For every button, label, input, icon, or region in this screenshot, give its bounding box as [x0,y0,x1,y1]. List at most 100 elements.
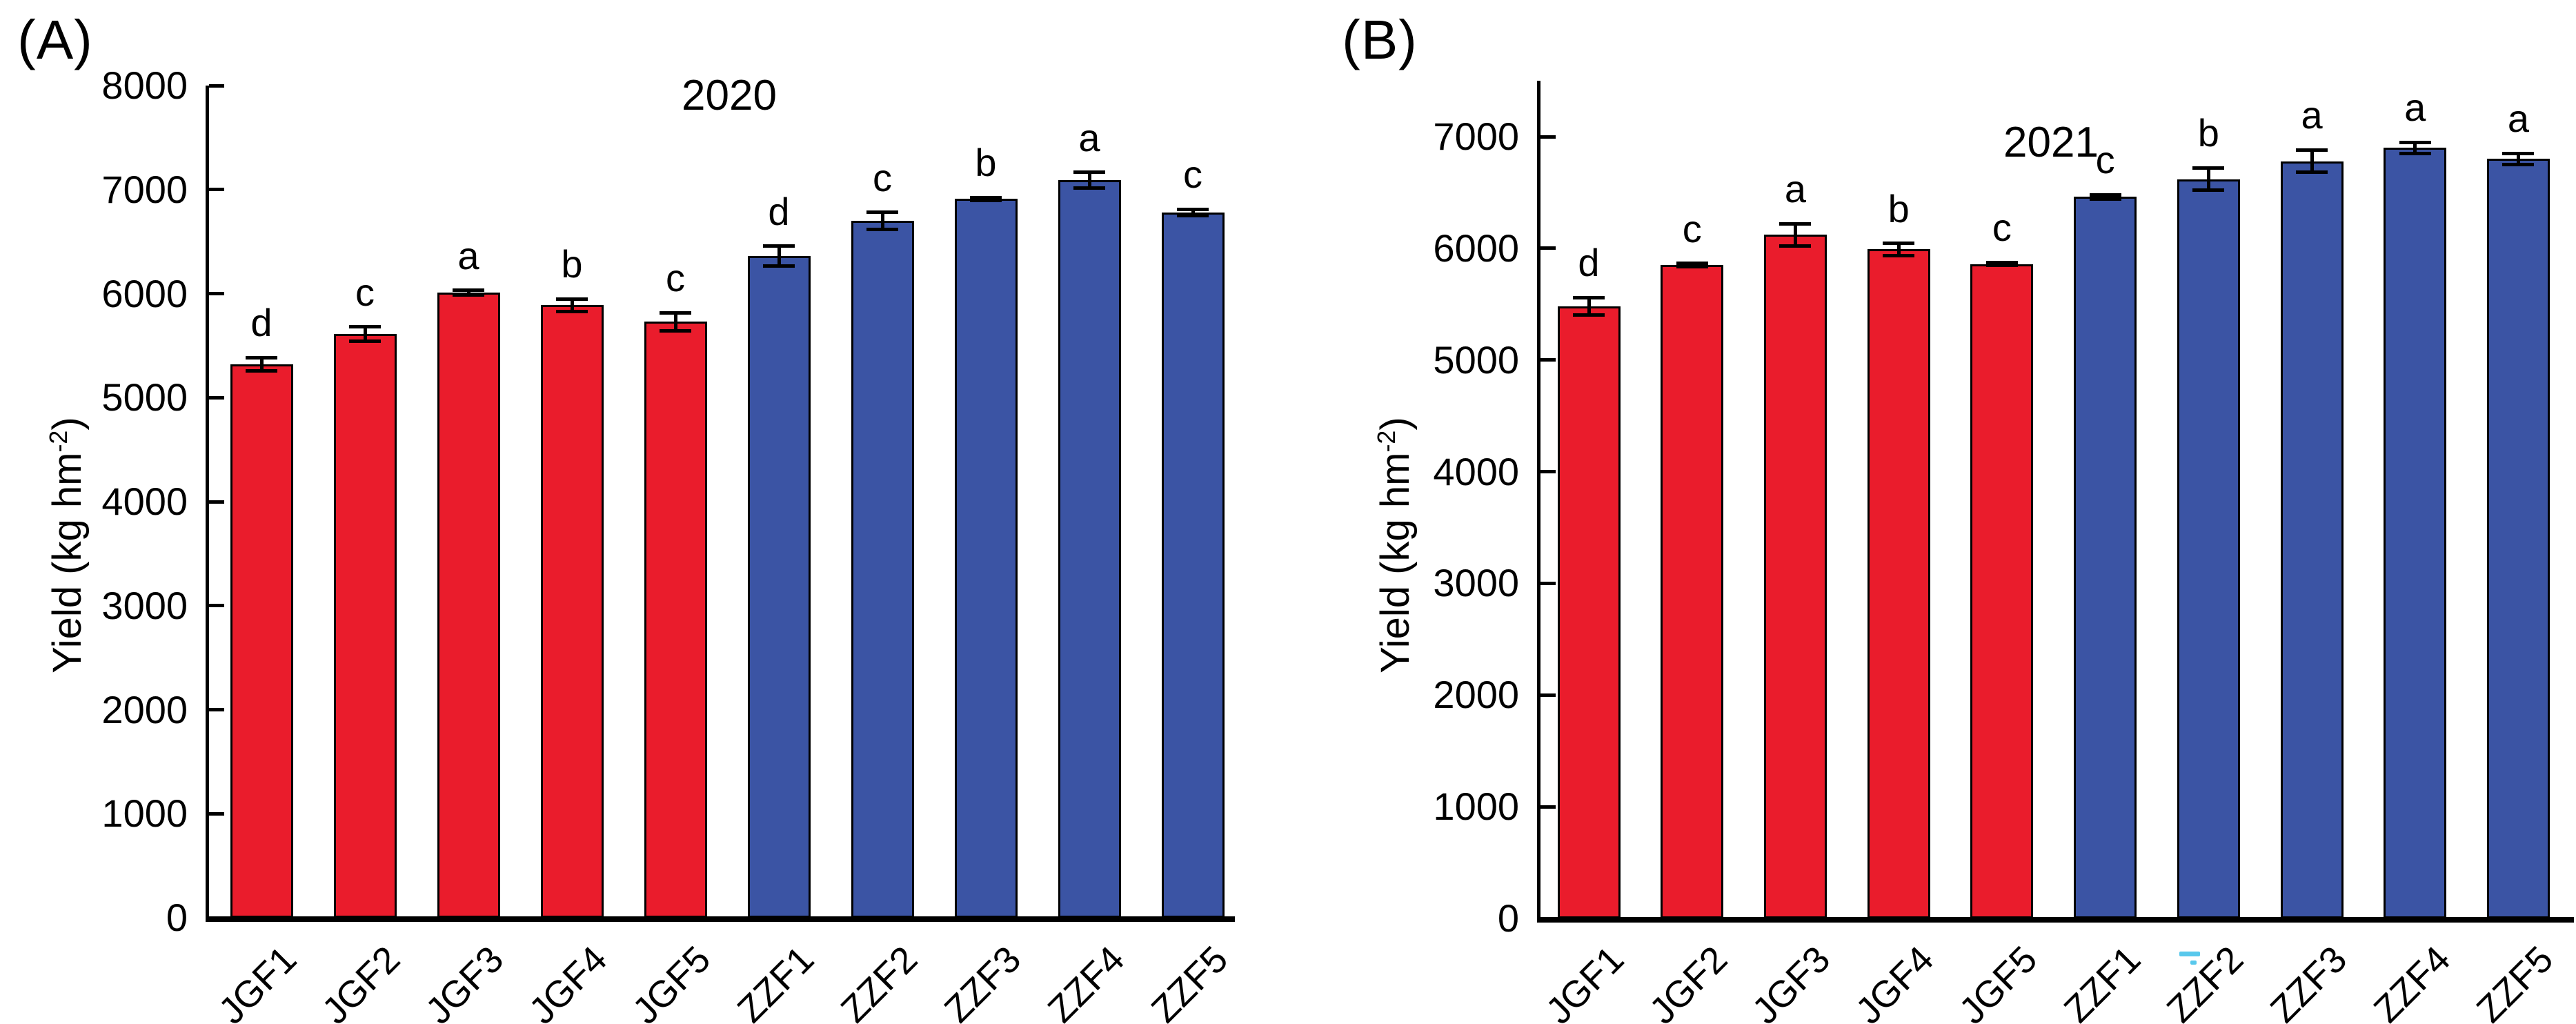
panel-b-y-tick-label-5000: 5000 [1433,337,1519,382]
x-category-label-ZZF4-2021: ZZF4 [2366,938,2459,1024]
error-bar-line-ZZF5-2020 [1191,209,1195,216]
panel-a-y-tick-label-8000: 8000 [101,63,188,107]
error-bar-line-JGF4-2021 [1896,243,1901,256]
significance-letter-ZZF1-2021: c [2095,138,2115,182]
error-bar-cap-top-ZZF3-2021 [2296,148,2328,152]
bar-ZZF2-2021 [2177,179,2240,918]
bar-JGF2-2021 [1661,265,1724,918]
panel-b-y-tick-4000 [1540,470,1556,474]
panel-b-x-axis-line [1537,917,2574,923]
significance-letter-ZZF3-2021: a [2301,93,2323,137]
bar-ZZF5-2020 [1161,212,1225,918]
x-category-label-JGF5-2020: JGF5 [624,938,719,1024]
panel-b-y-tick-7000 [1540,135,1556,139]
panel-b-y-tick-label-4000: 4000 [1433,449,1519,493]
error-bar-line-JGF3-2020 [466,290,470,295]
error-bar-cap-top-ZZF4-2021 [2399,140,2431,144]
error-bar-cap-bottom-JGF3-2020 [453,293,484,297]
error-bar-cap-bottom-JGF4-2021 [1883,253,1915,257]
error-bar-cap-bottom-JGF3-2021 [1779,244,1812,248]
error-bar-cap-bottom-ZZF3-2021 [2296,170,2328,175]
significance-letter-ZZF4-2020: a [1078,115,1100,159]
significance-letter-ZZF1-2020: d [768,189,790,233]
error-bar-line-JGF2-2020 [363,326,367,342]
panel-a-tag: (A) [17,9,93,70]
x-category-label-JGF1-2020: JGF1 [210,938,305,1024]
error-bar-cap-top-JGF5-2021 [1985,260,2018,264]
significance-letter-JGF2-2020: c [355,270,375,314]
panel-a-year-title: 2020 [682,72,777,119]
bar-JGF5-2020 [644,322,707,918]
bar-JGF5-2021 [1970,264,2034,918]
error-bar-cap-bottom-JGF2-2020 [349,339,381,344]
panel-a-y-tick-label-5000: 5000 [101,375,188,420]
y-axis-label-close: ) [45,417,90,431]
panel-a-y-tick-4000 [209,500,224,504]
x-category-label-JGF2-2020: JGF2 [314,938,408,1024]
error-bar-cap-bottom-ZZF4-2020 [1073,186,1105,190]
x-category-label-ZZF2-2021: ZZF2 [2159,938,2252,1024]
error-bar-cap-bottom-JGF5-2021 [1985,264,2018,268]
stray-cyan-artifact [2179,952,2200,965]
bar-ZZF3-2020 [954,199,1018,918]
error-bar-line-JGF1-2020 [259,357,264,371]
panel-b-y-tick-label-6000: 6000 [1433,226,1519,270]
panel-a-y-tick-label-0: 0 [166,896,188,939]
x-category-label-JGF5-2021: JGF5 [1951,938,2045,1024]
significance-letter-ZZF3-2020: b [975,141,997,185]
error-bar-cap-top-ZZF4-2020 [1073,170,1105,175]
error-bar-line-ZZF1-2021 [2103,195,2108,199]
significance-letter-JGF2-2021: c [1682,206,1702,250]
error-bar-cap-top-ZZF2-2021 [2192,166,2225,170]
x-category-label-ZZF4-2020: ZZF4 [1040,938,1133,1024]
panel-a-y-tick-label-4000: 4000 [101,480,188,523]
significance-letter-JGF4-2020: b [561,242,583,286]
x-category-label-JGF1-2021: JGF1 [1538,938,1632,1024]
bar-JGF3-2021 [1763,235,1827,918]
significance-letter-JGF3-2020: a [457,233,479,277]
panel-a-y-tick-label-7000: 7000 [101,167,188,211]
panel-b-y-tick-label-2000: 2000 [1433,673,1519,717]
bar-ZZF1-2021 [2074,197,2137,918]
error-bar-cap-top-ZZF1-2021 [2089,193,2121,197]
error-bar-cap-top-JGF1-2020 [246,355,277,360]
y-axis-label-superscript: -2 [43,430,72,453]
x-category-label-JGF2-2021: JGF2 [1641,938,1736,1024]
error-bar-cap-bottom-ZZF4-2021 [2399,151,2431,155]
panel-b-y-tick-6000 [1540,246,1556,250]
error-bar-cap-bottom-ZZF5-2020 [1177,213,1209,217]
x-category-label-ZZF1-2020: ZZF1 [729,938,822,1024]
significance-letter-JGF1-2021: d [1578,241,1600,285]
error-bar-cap-bottom-JGF5-2020 [660,328,691,333]
panel-b-y-tick-label-1000: 1000 [1433,785,1519,829]
error-bar-line-ZZF1-2020 [777,246,781,266]
error-bar-cap-bottom-JGF1-2020 [246,369,277,373]
panel-b-y-tick-label-3000: 3000 [1433,561,1519,605]
panel-a-y-axis-line [206,86,209,918]
x-category-label-ZZF1-2021: ZZF1 [2056,938,2148,1024]
panel-b-year-title: 2021 [2003,119,2099,166]
x-category-label-JGF4-2020: JGF4 [521,938,615,1024]
error-bar-cap-top-JGF1-2021 [1573,295,1605,299]
panel-a-y-tick-label-3000: 3000 [101,583,188,627]
panel-a-y-tick-7000 [209,188,224,192]
panel-b-y-tick-label-7000: 7000 [1433,115,1519,158]
x-category-label-ZZF2-2020: ZZF2 [833,938,926,1024]
panel-a-y-tick-1000 [209,811,224,816]
bar-JGF4-2020 [540,305,604,918]
error-bar-line-ZZF5-2021 [2516,153,2520,165]
panel-a-y-tick-5000 [209,395,224,400]
error-bar-cap-bottom-ZZF1-2021 [2089,197,2121,201]
error-bar-cap-top-JGF4-2021 [1883,242,1915,246]
error-bar-cap-bottom-ZZF1-2020 [763,264,795,268]
panel-a-y-axis-label: Yield (kg hm-2) [43,417,90,673]
error-bar-cap-bottom-ZZF2-2021 [2192,188,2225,193]
significance-letter-ZZF2-2020: c [873,155,892,199]
error-bar-line-JGF3-2021 [1793,224,1797,246]
error-bar-cap-bottom-JGF1-2021 [1573,313,1605,317]
error-bar-cap-bottom-JGF2-2021 [1676,265,1708,269]
panel-a-y-tick-6000 [209,292,224,295]
error-bar-cap-top-ZZF1-2020 [763,244,795,248]
significance-letter-ZZF5-2020: c [1183,152,1202,197]
